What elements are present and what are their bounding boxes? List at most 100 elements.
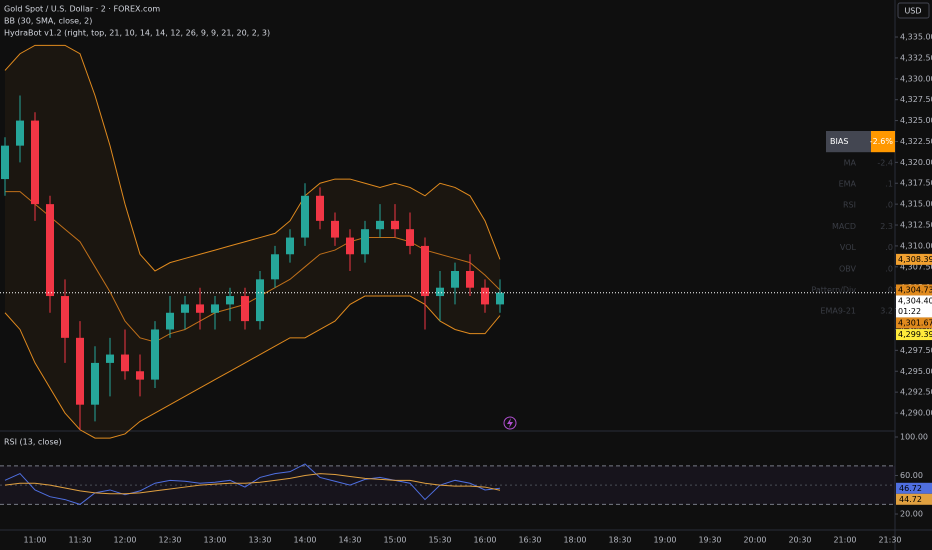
x-tick-label: 20:00 bbox=[743, 536, 766, 545]
candle-body bbox=[121, 354, 129, 372]
currency[interactable]: USD bbox=[904, 7, 921, 16]
x-tick-label: 11:00 bbox=[23, 536, 46, 545]
candle-body bbox=[106, 354, 114, 363]
price-label: 4,304.73 bbox=[898, 285, 932, 294]
countdown: 01:22 bbox=[898, 307, 921, 316]
table-value: 2.3 bbox=[880, 222, 893, 231]
x-tick-label: 12:00 bbox=[113, 536, 136, 545]
x-tick-label: 11:30 bbox=[68, 536, 91, 545]
x-tick-label: 21:30 bbox=[878, 536, 901, 545]
bb-line bbox=[4, 44, 501, 272]
candle-body bbox=[436, 287, 444, 297]
price-label: 4,301.67 bbox=[898, 318, 932, 327]
x-tick-label: 16:00 bbox=[473, 536, 496, 545]
candle-body bbox=[301, 195, 309, 238]
candle-body bbox=[271, 254, 279, 280]
candle-body bbox=[466, 270, 474, 288]
x-tick-label: 13:30 bbox=[248, 536, 271, 545]
bb-line bbox=[4, 295, 501, 439]
rsi-title: RSI (13, close) bbox=[4, 438, 62, 447]
x-tick-label: 19:30 bbox=[698, 536, 721, 545]
candle-body bbox=[346, 237, 354, 255]
bb-line bbox=[5, 191, 501, 343]
candle-body bbox=[76, 337, 84, 405]
y-tick-label: 4,295.00 bbox=[900, 367, 932, 376]
candle-body bbox=[421, 245, 429, 297]
table-label: MA bbox=[844, 158, 857, 167]
y-tick-label: 20.00 bbox=[900, 510, 923, 519]
table-label: BIAS bbox=[830, 137, 848, 146]
y-tick-label: 4,307.50 bbox=[900, 262, 932, 271]
y-tick-label: 4,297.50 bbox=[900, 346, 932, 355]
candle-body bbox=[61, 296, 69, 338]
rsi-label-box bbox=[896, 493, 932, 505]
x-tick-label: 18:30 bbox=[608, 536, 631, 545]
rsi-line bbox=[4, 473, 501, 495]
price-label-box bbox=[896, 317, 932, 329]
indicator: HydraBot v1.2 (right, top, 21, 10, 14, 1… bbox=[4, 29, 270, 38]
band-fill bbox=[5, 45, 500, 439]
y-tick-label: 4,292.50 bbox=[900, 388, 932, 397]
x-tick-label: 15:30 bbox=[428, 536, 451, 545]
symbol: Gold Spot / U.S. Dollar · 2 · FOREX.com bbox=[4, 5, 160, 14]
x-tick-label: 14:30 bbox=[338, 536, 361, 545]
table-label: OBV bbox=[839, 264, 857, 273]
x-tick-label: 13:00 bbox=[203, 536, 226, 545]
table-value: .0 bbox=[885, 201, 893, 210]
table-value: .1 bbox=[885, 180, 893, 189]
y-tick-label: 4,312.50 bbox=[900, 221, 932, 230]
y-tick-label: 100.00 bbox=[900, 433, 928, 442]
candle-body bbox=[226, 296, 234, 305]
candle-body bbox=[91, 362, 99, 405]
rsi-label-box bbox=[896, 482, 932, 494]
price-label-box bbox=[896, 284, 932, 296]
candle-body bbox=[331, 220, 339, 238]
x-tick-label: 21:00 bbox=[833, 536, 856, 545]
table-value: .0 bbox=[885, 286, 893, 295]
alert-bolt bbox=[507, 418, 513, 428]
table-cell bbox=[871, 131, 895, 153]
candle-body bbox=[151, 329, 159, 380]
y-tick-label: 4,325.00 bbox=[900, 116, 932, 125]
table-value: .0 bbox=[885, 243, 893, 252]
candle-body bbox=[196, 304, 204, 313]
y-tick-label: 4,330.00 bbox=[900, 74, 932, 83]
y-tick-label: 4,310.00 bbox=[900, 241, 932, 250]
candle-body bbox=[1, 145, 9, 180]
candle-body bbox=[31, 120, 39, 205]
candle-body bbox=[496, 292, 504, 305]
table-cell bbox=[826, 131, 871, 153]
price-label: 4,304.40 bbox=[898, 296, 932, 305]
y-tick-label: 4,327.50 bbox=[900, 95, 932, 104]
candle-body bbox=[361, 229, 369, 255]
candle-body bbox=[16, 120, 24, 146]
candle-body bbox=[241, 296, 249, 322]
price-label-box bbox=[896, 253, 932, 265]
candle-body bbox=[481, 287, 489, 305]
candle-body bbox=[451, 270, 459, 288]
candle-body bbox=[286, 237, 294, 255]
x-tick-label: 12:30 bbox=[158, 536, 181, 545]
y-tick-label: 4,320.00 bbox=[900, 158, 932, 167]
currency-box[interactable] bbox=[897, 2, 930, 19]
rsi-label: 46.72 bbox=[899, 484, 922, 493]
y-tick-label: 4,322.50 bbox=[900, 137, 932, 146]
x-tick-label: 14:00 bbox=[293, 536, 316, 545]
x-tick-label: 16:30 bbox=[518, 536, 541, 545]
candle-body bbox=[376, 220, 384, 230]
table-value: .0 bbox=[885, 264, 893, 273]
table-label: EMA bbox=[839, 180, 857, 189]
candle-body bbox=[211, 304, 219, 313]
indicator: BB (30, SMA, close, 2) bbox=[4, 17, 92, 26]
candle-body bbox=[136, 371, 144, 380]
x-tick-label: 19:00 bbox=[653, 536, 676, 545]
y-tick-label: 4,335.00 bbox=[900, 33, 932, 42]
y-tick-label: 60.00 bbox=[900, 471, 923, 480]
candle-body bbox=[166, 312, 174, 330]
alert-icon[interactable] bbox=[503, 416, 517, 430]
candle-body bbox=[316, 195, 324, 221]
price-label-box bbox=[896, 329, 932, 341]
table-value: -2.4 bbox=[877, 158, 893, 167]
table-label: VOL bbox=[840, 243, 857, 252]
